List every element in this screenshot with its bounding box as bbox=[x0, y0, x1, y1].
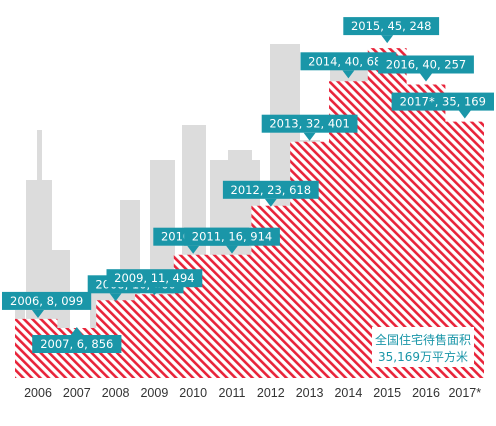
data-label-text: 2014, 40, 684 bbox=[308, 54, 388, 68]
data-label-text: 2017*, 35, 169 bbox=[400, 95, 486, 109]
data-label-2016: 2016, 40, 257 bbox=[378, 55, 474, 82]
data-label-2017*: 2017*, 35, 169 bbox=[391, 92, 494, 119]
data-label-2006: 2006, 8, 099 bbox=[2, 291, 92, 318]
x-tick-label: 2006 bbox=[24, 386, 52, 400]
data-label-pointer bbox=[381, 35, 394, 44]
data-label-text: 2006, 8, 099 bbox=[10, 294, 83, 308]
area-fill bbox=[15, 48, 484, 378]
x-tick-label: 2017* bbox=[448, 386, 481, 400]
x-tick-label: 2014 bbox=[334, 386, 362, 400]
x-tick-label: 2010 bbox=[179, 386, 207, 400]
data-label-2007: 2007, 6, 856 bbox=[32, 327, 122, 353]
data-label-box bbox=[343, 17, 440, 36]
data-label-text: 2013, 32, 401 bbox=[269, 117, 349, 131]
data-label-box bbox=[300, 52, 397, 71]
annotation-box: 全国住宅待售面积 35,169万平方米 bbox=[372, 327, 474, 367]
data-label-box bbox=[32, 335, 122, 353]
data-label-box bbox=[184, 227, 280, 246]
data-label-2009: 2009, 11, 494 bbox=[106, 269, 203, 296]
data-label-pointer bbox=[109, 293, 122, 302]
data-label-box bbox=[2, 291, 92, 310]
data-label-2011: 2011, 16, 914 bbox=[184, 227, 280, 254]
data-label-pointer bbox=[148, 287, 161, 296]
data-label-box bbox=[378, 55, 474, 74]
data-label-pointer bbox=[342, 70, 355, 79]
data-label-pointer bbox=[187, 245, 200, 254]
x-tick-label: 2007 bbox=[63, 386, 91, 400]
data-label-pointer bbox=[420, 73, 432, 82]
data-label-box bbox=[261, 114, 358, 133]
data-label-box bbox=[391, 92, 494, 111]
x-tick-label: 2015 bbox=[373, 386, 401, 400]
data-label-pointer bbox=[226, 245, 238, 254]
data-label-pointer bbox=[458, 110, 471, 119]
x-tick-label: 2016 bbox=[412, 386, 440, 400]
data-label-text: 2012, 23, 618 bbox=[231, 183, 311, 197]
data-label-text: 2016, 40, 257 bbox=[386, 58, 466, 72]
data-label-text: 2015, 45, 248 bbox=[351, 19, 431, 33]
x-tick-label: 2008 bbox=[102, 386, 130, 400]
x-tick-label: 2013 bbox=[296, 386, 324, 400]
x-tick-label: 2009 bbox=[140, 386, 168, 400]
data-label-text: 2011, 16, 914 bbox=[192, 230, 272, 244]
data-label-pointer bbox=[32, 309, 44, 318]
annotation-line-1: 全国住宅待售面积 bbox=[375, 332, 471, 347]
annotation-line-2: 35,169万平方米 bbox=[378, 349, 468, 364]
data-label-2014: 2014, 40, 684 bbox=[300, 52, 397, 79]
data-label-pointer bbox=[70, 327, 83, 336]
x-tick-label: 2011 bbox=[219, 386, 246, 400]
data-label-pointer bbox=[264, 198, 277, 207]
data-label-pointer bbox=[303, 132, 316, 141]
data-label-2015: 2015, 45, 248 bbox=[343, 17, 440, 44]
data-label-text: 2009, 11, 494 bbox=[114, 271, 194, 285]
data-label-2012: 2012, 23, 618 bbox=[222, 180, 319, 207]
data-label-box bbox=[222, 180, 319, 199]
data-label-text: 2007, 6, 856 bbox=[40, 337, 113, 351]
x-tick-label: 2012 bbox=[257, 386, 285, 400]
data-label-2013: 2013, 32, 401 bbox=[261, 114, 358, 141]
data-label-box bbox=[106, 269, 203, 288]
